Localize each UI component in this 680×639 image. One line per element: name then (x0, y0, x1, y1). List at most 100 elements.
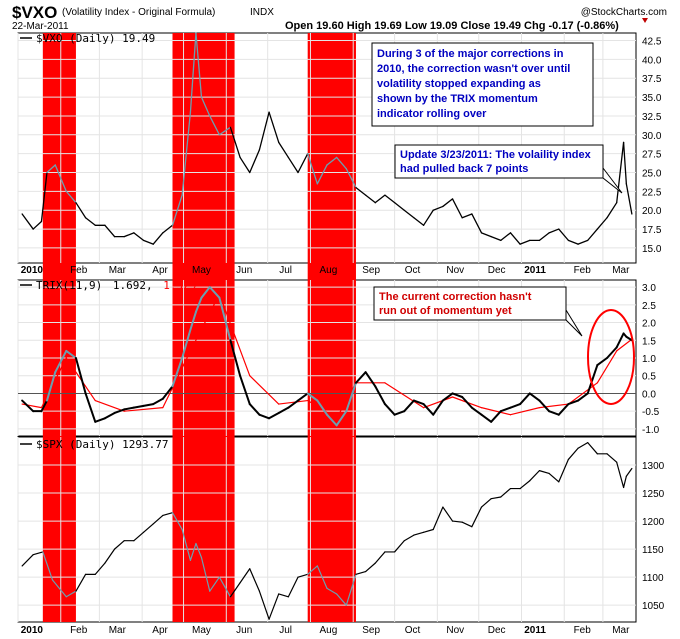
vxo-line-segment (413, 217, 425, 226)
spx-line-segment (229, 582, 241, 598)
trix-line-segment (499, 406, 512, 413)
vxo-line-segment (189, 32, 197, 113)
y-tick-label: 1150 (642, 545, 664, 556)
vxo-line-segment (538, 232, 550, 242)
trix-line-segment (248, 403, 261, 416)
trix-line-segment (557, 403, 570, 416)
symbol-description: (Volatility Index - Original Formula) (62, 7, 215, 18)
vxo-line-segment (625, 183, 633, 215)
trix-line-segment (548, 410, 560, 416)
vxo-line-segment (171, 194, 183, 226)
x-tick-label-bottom: 2010 (21, 625, 44, 636)
trix-line-segment (586, 364, 599, 395)
spx-line-segment (480, 498, 492, 508)
trix-line-segment (354, 371, 367, 384)
trix-line-segment (161, 385, 174, 400)
y-tick-label: -1.0 (642, 425, 660, 436)
vxo-line-segment (297, 153, 309, 174)
x-tick-label-bottom: Dec (488, 625, 506, 636)
trix-line-segment (528, 392, 541, 402)
x-tick-label-top: Dec (488, 265, 506, 276)
callout-box-3: The current correction hasn't run out of… (373, 286, 583, 337)
y-tick-label: 1300 (642, 461, 665, 472)
x-tick-label-bottom: May (192, 625, 211, 636)
trix-legend-label: TRIX(11,9) (36, 279, 102, 292)
callout-3-text: The current correction hasn't run out of… (379, 291, 534, 317)
trix-line-segment (383, 403, 396, 416)
vxo-line-segment (46, 164, 56, 174)
callout-3-pointer (565, 308, 583, 337)
trix-line-segment (54, 349, 68, 374)
trix-signal-segment (94, 399, 125, 412)
spx-line-segment (393, 540, 405, 553)
vxo-line-segment (152, 232, 164, 245)
vxo-line-segment (364, 194, 376, 204)
callout-2-text: Update 3/23/2011: The volaility index ha… (400, 149, 594, 175)
spx-line-segment (336, 593, 347, 606)
trix-line-segment (335, 410, 348, 427)
vxo-line-segment (218, 126, 232, 136)
trix-line-segment (480, 413, 493, 423)
x-tick-label-bottom: Jul (279, 625, 292, 636)
spx-line-segment (567, 447, 579, 461)
correction-band-3 (307, 33, 356, 622)
vxo-line-segment (84, 217, 96, 226)
copyright-label: @StockCharts.com (581, 7, 667, 18)
trix-line-segment (113, 408, 126, 414)
trix-line-segment (403, 399, 415, 413)
x-tick-label-bottom: Jun (236, 625, 252, 636)
trix-line-segment (490, 410, 502, 423)
trix-signal-segment (336, 382, 357, 419)
vxo-line-segment (577, 239, 589, 245)
vxo-line-segment (393, 202, 405, 211)
spx-line-segment (365, 562, 376, 573)
y-tick-label: 1.0 (642, 354, 656, 365)
spx-line-segment (538, 470, 550, 475)
spx-line-segment (422, 528, 434, 533)
exchange-label: INDX (250, 7, 274, 18)
spx-line-segment (268, 593, 280, 620)
spx-line-segment (490, 496, 502, 500)
y-tick-label: 27.5 (642, 150, 662, 161)
vxo-line-segment (384, 194, 396, 204)
vxo-line-segment (316, 164, 328, 185)
spx-line-segment (189, 542, 197, 561)
vxo-line-segment (21, 213, 34, 230)
vxo-line-segment (268, 111, 280, 143)
spx-line-segment (307, 565, 318, 575)
vxo-line-segment (229, 126, 241, 159)
down-arrow-icon (642, 18, 648, 23)
vxo-line-segment (249, 149, 261, 174)
x-tick-label-bottom: Feb (70, 625, 88, 636)
spx-line-segment (104, 548, 116, 564)
vxo-line-segment (32, 220, 43, 230)
spx-line-segment (75, 573, 87, 592)
spx-line-segment (51, 579, 67, 598)
trix-line-segment (470, 406, 483, 416)
vxo-line-segment (195, 32, 203, 98)
trix-legend: TRIX(11,9) 1.692, 1.529 (20, 279, 196, 292)
trix-line-segment (45, 371, 57, 402)
trix-signal-segment (123, 407, 164, 412)
trix-line-segment (194, 296, 203, 313)
x-tick-label-top: Apr (152, 265, 168, 276)
trix-line-segment (152, 397, 164, 406)
spx-line-segment (218, 576, 232, 598)
trix-line-segment (422, 403, 435, 416)
trix-line-segment (258, 413, 271, 420)
trix-line-segment (297, 392, 309, 402)
x-tick-label-bottom: 2011 (524, 625, 546, 636)
spx-line-segment (548, 472, 560, 483)
trix-line-segment (441, 392, 454, 402)
spx-line-segment (258, 590, 270, 620)
spx-line-segment (432, 506, 444, 531)
vxo-line-segment (65, 190, 77, 204)
quote-line: Open 19.60 High 19.69 Low 19.09 Close 19… (285, 20, 619, 32)
trix-line-segment (208, 286, 221, 299)
vxo-line-segment (606, 202, 618, 219)
trix-line-segment (65, 349, 77, 359)
callout-1-text: During 3 of the major corrections in 201… (377, 48, 573, 120)
spx-line-segment (42, 551, 54, 581)
x-tick-label-bottom: Mar (109, 625, 127, 636)
vxo-line-segment (442, 198, 454, 208)
